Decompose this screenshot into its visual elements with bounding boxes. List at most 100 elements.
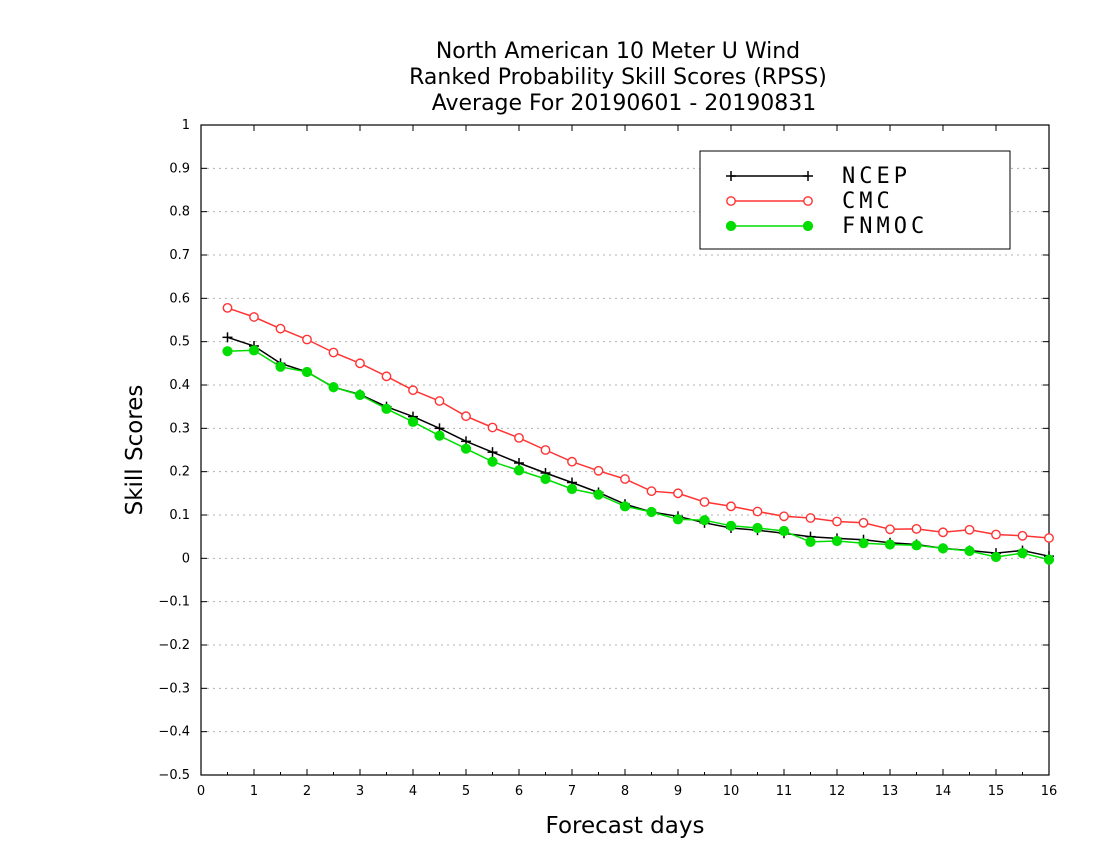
y-tick-label: 0.1 bbox=[169, 508, 190, 523]
x-tick-label: 8 bbox=[621, 784, 629, 799]
data-point-fnmoc bbox=[1017, 548, 1028, 559]
data-point-fnmoc bbox=[725, 520, 737, 531]
x-axis-label: Forecast days bbox=[546, 813, 705, 839]
y-tick-label: 0.2 bbox=[169, 465, 190, 480]
data-point-fnmoc bbox=[275, 361, 286, 372]
x-tick-label: 6 bbox=[515, 784, 523, 799]
data-point-cmc bbox=[1044, 533, 1054, 543]
data-point-cmc bbox=[673, 488, 683, 499]
x-tick-label: 0 bbox=[197, 784, 205, 799]
data-point-fnmoc bbox=[964, 545, 975, 557]
data-point-fnmoc bbox=[646, 506, 657, 518]
x-tick-label: 5 bbox=[462, 784, 470, 799]
legend-label-ncep: NCEP bbox=[842, 164, 911, 189]
data-point-fnmoc bbox=[301, 366, 313, 378]
data-point-cmc bbox=[222, 302, 233, 313]
grid bbox=[201, 167, 1049, 733]
legend-label-fnmoc: FNMOC bbox=[842, 214, 928, 239]
data-point-fnmoc bbox=[540, 473, 551, 485]
y-tick-label: 0.4 bbox=[169, 378, 190, 393]
data-point-ncep bbox=[222, 332, 233, 343]
data-point-cmc bbox=[408, 385, 418, 396]
y-tick-label: 0.5 bbox=[169, 335, 190, 350]
data-point-cmc bbox=[620, 474, 630, 484]
data-point-fnmoc bbox=[699, 515, 710, 526]
x-tick-label: 2 bbox=[303, 784, 311, 799]
legend-box bbox=[699, 150, 1011, 250]
y-tick-label: 0.8 bbox=[169, 205, 190, 220]
axis-ticks: −0.5 −0.4 −0.3 −0.2 −0.1 0 0.1 0.2 0.3 0.4 0.5 0.6 0… bbox=[158, 118, 1057, 799]
y-tick-label: 0.9 bbox=[169, 161, 190, 176]
data-point-fnmoc bbox=[381, 403, 392, 414]
data-point-fnmoc bbox=[328, 382, 339, 393]
data-point-cmc bbox=[249, 312, 259, 322]
y-tick-label: 0.7 bbox=[169, 248, 190, 263]
x-tick-label: 14 bbox=[935, 784, 952, 799]
y-tick-label: 0.6 bbox=[169, 291, 190, 306]
y-tick-label: −0.4 bbox=[158, 725, 190, 740]
data-point-cmc bbox=[514, 432, 524, 443]
data-point-cmc bbox=[540, 445, 551, 455]
data-point-cmc bbox=[275, 323, 286, 334]
series-fnmoc bbox=[222, 345, 1055, 565]
legend-marker-cmc bbox=[803, 196, 813, 206]
data-point-cmc bbox=[779, 511, 789, 522]
data-point-cmc bbox=[964, 524, 975, 535]
data-point-cmc bbox=[832, 516, 842, 527]
data-point-cmc bbox=[938, 527, 948, 538]
legend-marker-fnmoc bbox=[725, 220, 737, 232]
data-point-fnmoc bbox=[778, 525, 790, 537]
data-point-cmc bbox=[991, 529, 1001, 540]
y-tick-label: −0.5 bbox=[158, 768, 190, 783]
x-tick-label: 9 bbox=[674, 784, 682, 799]
series-line-ncep bbox=[227, 336, 1050, 557]
data-point-fnmoc bbox=[937, 543, 949, 554]
data-point-cmc bbox=[911, 523, 922, 534]
y-tick-label: 0.3 bbox=[169, 421, 190, 436]
data-point-cmc bbox=[885, 524, 895, 535]
x-tick-label: 1 bbox=[250, 784, 258, 799]
data-point-cmc bbox=[434, 396, 445, 406]
data-point-cmc bbox=[752, 506, 763, 517]
series-ncep bbox=[222, 332, 1054, 562]
y-axis-label: Skill Scores bbox=[122, 385, 148, 516]
data-point-fnmoc bbox=[222, 346, 233, 357]
series-line-fnmoc bbox=[227, 349, 1050, 561]
data-point-fnmoc bbox=[248, 345, 260, 356]
data-point-cmc bbox=[381, 371, 392, 382]
data-point-cmc bbox=[646, 486, 657, 497]
data-point-cmc bbox=[858, 517, 869, 528]
title-line-2: Ranked Probability Skill Scores (RPSS) bbox=[409, 65, 827, 90]
x-tick-label: 13 bbox=[882, 784, 899, 799]
legend-marker-cmc bbox=[726, 196, 736, 206]
y-tick-label: 0 bbox=[182, 551, 190, 566]
plot-frame bbox=[200, 124, 1050, 776]
data-point-fnmoc bbox=[407, 416, 419, 427]
data-point-fnmoc bbox=[858, 538, 869, 549]
legend-marker-ncep bbox=[803, 171, 813, 181]
data-point-ncep bbox=[487, 447, 498, 458]
legend-marker-ncep bbox=[726, 171, 736, 181]
data-point-fnmoc bbox=[434, 430, 445, 441]
data-point-cmc bbox=[699, 497, 710, 507]
data-point-cmc bbox=[461, 411, 471, 422]
data-point-fnmoc bbox=[672, 514, 684, 525]
x-tick-label: 10 bbox=[723, 784, 740, 799]
data-point-cmc bbox=[805, 513, 816, 523]
data-point-fnmoc bbox=[990, 551, 1002, 563]
series-cmc bbox=[222, 302, 1054, 543]
x-tick-label: 7 bbox=[568, 784, 576, 799]
series-layer bbox=[222, 302, 1055, 565]
data-point-cmc bbox=[726, 501, 736, 512]
data-point-fnmoc bbox=[831, 535, 843, 547]
data-point-cmc bbox=[1017, 530, 1028, 541]
x-tick-label: 11 bbox=[776, 784, 793, 799]
y-tick-label: −0.3 bbox=[158, 681, 190, 696]
data-point-fnmoc bbox=[487, 456, 498, 467]
title-line-3: Average For 20190601 - 20190831 bbox=[432, 91, 817, 116]
data-point-fnmoc bbox=[566, 483, 578, 495]
data-point-fnmoc bbox=[752, 522, 763, 534]
data-point-fnmoc bbox=[513, 465, 525, 476]
title-line-1: North American 10 Meter U Wind bbox=[436, 39, 800, 64]
